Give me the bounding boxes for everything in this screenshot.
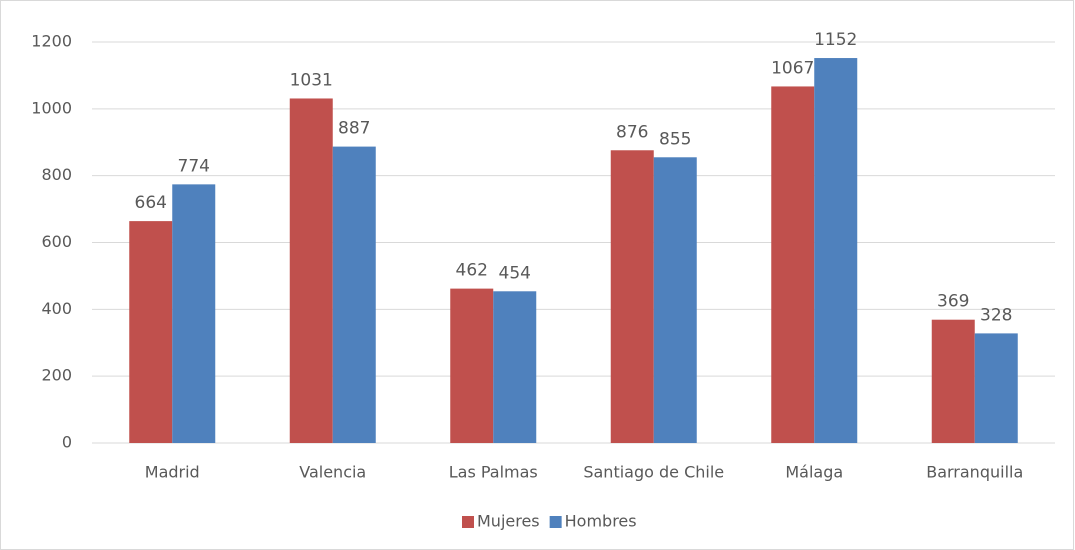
x-tick-label: Santiago de Chile	[583, 463, 724, 482]
x-tick-label: Las Palmas	[449, 463, 538, 482]
legend-swatch	[462, 516, 474, 528]
y-tick-label: 800	[41, 165, 72, 184]
x-tick-label: Valencia	[299, 463, 366, 482]
value-label: 1031	[290, 70, 333, 90]
y-tick-label: 200	[41, 366, 72, 385]
value-label: 454	[499, 263, 531, 283]
legend-label: Mujeres	[477, 512, 540, 531]
bar	[974, 333, 1018, 443]
bar	[289, 98, 333, 443]
value-label: 1067	[771, 58, 814, 78]
legend-swatch	[549, 516, 562, 528]
value-label: 887	[338, 119, 370, 139]
y-tick-label: 400	[41, 299, 72, 318]
bar	[814, 58, 858, 443]
bar	[610, 150, 654, 443]
x-tick-label: Madrid	[145, 463, 200, 482]
y-tick-label: 0	[62, 433, 72, 452]
value-label: 369	[937, 292, 969, 312]
bar	[771, 86, 815, 444]
value-label: 328	[980, 305, 1012, 325]
bar	[129, 221, 173, 443]
bar	[931, 319, 975, 443]
value-label: 855	[659, 129, 691, 149]
y-tick-label: 1000	[31, 98, 72, 117]
bar	[172, 184, 216, 444]
value-label: 462	[456, 261, 488, 281]
bar	[493, 291, 537, 443]
bar	[332, 146, 376, 443]
value-label: 876	[616, 122, 648, 142]
bar	[450, 288, 494, 443]
bar	[653, 157, 697, 443]
x-tick-label: Málaga	[785, 463, 843, 482]
value-label: 1152	[814, 30, 857, 50]
value-label: 664	[135, 193, 167, 213]
y-tick-label: 600	[41, 232, 72, 251]
x-tick-label: Barranquilla	[926, 463, 1023, 482]
y-tick-label: 1200	[31, 32, 72, 51]
value-label: 774	[178, 156, 210, 176]
legend-label: Hombres	[565, 512, 637, 531]
